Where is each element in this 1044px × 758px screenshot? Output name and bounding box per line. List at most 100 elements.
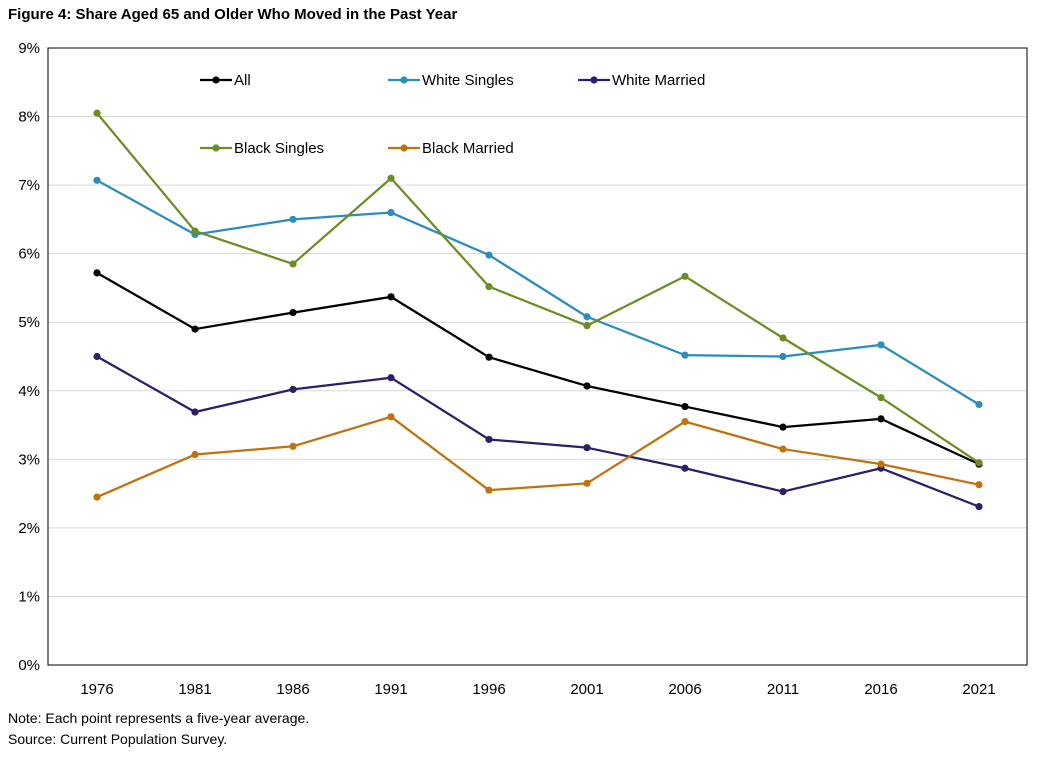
data-point-black-married bbox=[975, 481, 983, 489]
data-point-black-singles bbox=[877, 394, 885, 402]
y-tick-label: 4% bbox=[18, 383, 40, 400]
data-point-white-married bbox=[289, 385, 297, 394]
data-point-white-married bbox=[681, 464, 689, 472]
legend-swatch-marker bbox=[212, 76, 220, 84]
data-point-all bbox=[779, 423, 787, 431]
figure-title: Figure 4: Share Aged 65 and Older Who Mo… bbox=[8, 6, 458, 23]
y-tick-label: 1% bbox=[18, 588, 40, 605]
data-point-white-married bbox=[975, 503, 983, 511]
plot-area-frame bbox=[47, 47, 1028, 666]
data-point-white-singles bbox=[681, 351, 689, 359]
figure-notes: Note: Each point represents a five-year … bbox=[8, 708, 309, 750]
legend-label: Black Singles bbox=[234, 140, 324, 157]
data-point-black-singles bbox=[191, 227, 199, 235]
data-point-white-singles bbox=[485, 251, 493, 259]
x-tick-label: 1976 bbox=[80, 681, 113, 698]
legend-entry-all: All bbox=[200, 72, 251, 89]
series-line-white-singles bbox=[96, 179, 980, 406]
data-point-all bbox=[877, 415, 885, 423]
legend: All White Singles White Married Black Singl… bbox=[200, 72, 705, 157]
data-point-white-singles bbox=[387, 208, 395, 217]
data-point-all bbox=[485, 353, 493, 361]
legend-label: White Married bbox=[612, 72, 705, 89]
x-tick-label: 2006 bbox=[668, 681, 701, 698]
legend-swatch-marker bbox=[400, 144, 408, 152]
data-point-black-married bbox=[387, 413, 395, 421]
legend-swatch-marker bbox=[590, 76, 598, 84]
data-point-black-singles bbox=[779, 334, 787, 342]
x-tick-label: 1991 bbox=[374, 681, 407, 698]
data-point-all bbox=[681, 402, 689, 411]
data-point-black-singles bbox=[975, 459, 983, 467]
x-tick-label: 1981 bbox=[178, 681, 211, 698]
data-point-white-married bbox=[191, 408, 199, 416]
x-tick-label: 2011 bbox=[767, 681, 799, 698]
data-point-white-singles bbox=[975, 400, 983, 409]
x-axis-tick-labels: 1976 1981 1986 1991 1996 2001 2006 2011 2016 2021 bbox=[80, 681, 995, 698]
data-point-black-married bbox=[877, 460, 885, 468]
data-point-white-singles bbox=[93, 176, 101, 184]
series-lines bbox=[93, 109, 983, 511]
line-chart: 0% 1% 2% 3% 4% 5% 6% 7% 8% 9% 1976 1981 1986 1991 199… bbox=[18, 40, 1028, 698]
note-text: Note: Each point represents a five-year … bbox=[8, 710, 310, 726]
series-line-all bbox=[96, 271, 980, 466]
y-tick-label: 8% bbox=[18, 109, 40, 126]
data-point-black-married bbox=[485, 486, 493, 494]
x-tick-label: 2021 bbox=[962, 681, 995, 698]
data-point-black-married bbox=[583, 479, 591, 487]
legend-label: All bbox=[234, 72, 251, 89]
series-line-black-married bbox=[96, 415, 980, 499]
data-point-white-singles bbox=[289, 215, 297, 223]
series-black-singles bbox=[93, 109, 983, 467]
y-tick-label: 9% bbox=[18, 40, 40, 57]
x-tick-label: 2001 bbox=[570, 681, 603, 698]
series-white-singles bbox=[93, 176, 983, 409]
y-axis-tick-labels: 0% 1% 2% 3% 4% 5% 6% 7% 8% 9% bbox=[18, 40, 40, 674]
y-tick-label: 2% bbox=[18, 520, 40, 537]
data-point-all bbox=[583, 382, 591, 390]
data-point-black-singles bbox=[387, 174, 395, 182]
y-tick-label: 5% bbox=[18, 314, 40, 331]
legend-swatch-marker bbox=[212, 144, 220, 152]
series-all bbox=[93, 269, 983, 468]
x-tick-label: 1996 bbox=[472, 681, 505, 698]
data-point-all bbox=[289, 309, 297, 317]
y-tick-label: 7% bbox=[18, 177, 40, 194]
series-black-married bbox=[93, 413, 983, 501]
data-point-all bbox=[93, 269, 101, 277]
data-point-all bbox=[387, 293, 395, 301]
series-line-white-married bbox=[96, 355, 980, 508]
x-tick-label: 1986 bbox=[276, 681, 309, 698]
series-line-black-singles bbox=[96, 112, 980, 464]
data-point-black-singles bbox=[485, 282, 493, 291]
data-point-white-married bbox=[93, 352, 101, 361]
legend-entry-white-singles: White Singles bbox=[388, 72, 514, 89]
data-point-white-married bbox=[779, 487, 787, 496]
data-point-white-singles bbox=[779, 352, 787, 361]
data-point-black-singles bbox=[289, 260, 297, 268]
legend-entry-black-married: Black Married bbox=[388, 140, 514, 157]
gridlines bbox=[48, 47, 1027, 666]
data-point-black-married bbox=[93, 493, 101, 501]
data-point-all bbox=[191, 325, 199, 333]
data-point-black-married bbox=[681, 418, 689, 426]
data-point-white-married bbox=[387, 374, 395, 382]
series-white-married bbox=[93, 352, 983, 511]
x-tick-label: 2016 bbox=[864, 681, 897, 698]
y-tick-label: 0% bbox=[18, 657, 40, 674]
data-point-black-married bbox=[289, 442, 297, 450]
data-point-black-married bbox=[191, 450, 199, 459]
data-point-black-married bbox=[779, 445, 787, 453]
legend-entry-black-singles: Black Singles bbox=[200, 140, 324, 157]
data-point-white-singles bbox=[877, 341, 885, 349]
legend-swatch-marker bbox=[400, 76, 408, 84]
legend-label: White Singles bbox=[422, 72, 514, 89]
legend-entry-white-married: White Married bbox=[578, 72, 705, 89]
data-point-black-singles bbox=[681, 272, 689, 280]
y-tick-label: 6% bbox=[18, 246, 40, 263]
source-text: Source: Current Population Survey. bbox=[8, 731, 228, 747]
data-point-black-singles bbox=[583, 322, 591, 330]
data-point-black-singles bbox=[93, 109, 101, 117]
y-tick-label: 3% bbox=[18, 451, 40, 468]
data-point-white-singles bbox=[583, 313, 591, 321]
